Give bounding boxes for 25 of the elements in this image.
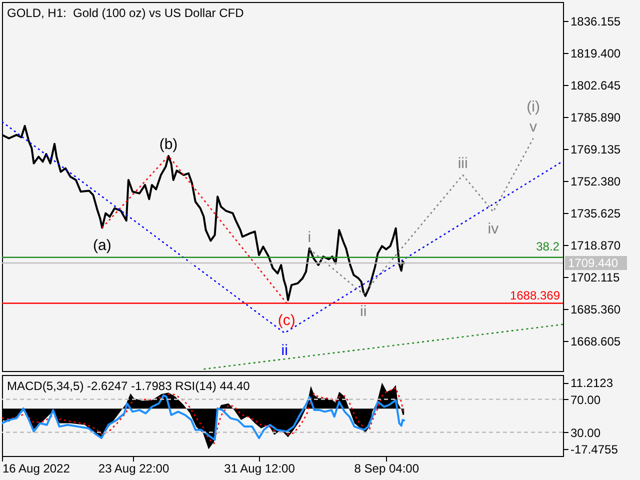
y-tick-label: 1668.605 xyxy=(570,334,621,349)
y-tick-label: 1802.645 xyxy=(570,78,621,92)
annotation: i xyxy=(308,228,312,246)
y-tick-label: 1718.870 xyxy=(570,238,621,252)
annotation: iii xyxy=(458,155,468,172)
y-tick-label: 1785.890 xyxy=(570,110,621,124)
annotation: ii xyxy=(281,342,288,359)
y-tick-label: 1735.625 xyxy=(570,206,621,220)
annotation: ii xyxy=(360,303,367,320)
ref-line-label: 1709.440 xyxy=(568,256,618,270)
y-tick-label: 1769.135 xyxy=(570,142,621,156)
y-tick-label: 1685.360 xyxy=(570,302,621,317)
chart-title: GOLD, H1: Gold (100 oz) vs US Dollar CFD xyxy=(7,6,244,20)
y-tick-label: 1752.380 xyxy=(570,174,621,188)
annotation: iv xyxy=(488,220,500,238)
y-tick-label: 1702.115 xyxy=(570,270,620,284)
y-tick-label: 1836.155 xyxy=(570,14,621,28)
annotation: (b) xyxy=(159,136,178,153)
annotation: (i) xyxy=(526,98,540,116)
ref-line-label: 1688.369 xyxy=(510,288,560,302)
annotation: v xyxy=(530,118,538,136)
annotation: 38.2 xyxy=(536,239,560,254)
annotation: (c) xyxy=(278,312,296,330)
y-tick-label: 1819.400 xyxy=(570,46,621,60)
annotation: (a) xyxy=(93,236,112,254)
